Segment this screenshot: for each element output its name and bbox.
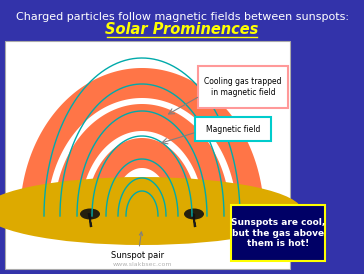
Text: www.slakbsec.com: www.slakbsec.com bbox=[112, 261, 172, 267]
FancyBboxPatch shape bbox=[5, 41, 290, 269]
Text: Sunspots are cool,
but the gas above
them is hot!: Sunspots are cool, but the gas above the… bbox=[231, 218, 325, 248]
Text: Cooling gas trapped
in magnetic field: Cooling gas trapped in magnetic field bbox=[204, 77, 282, 97]
Ellipse shape bbox=[184, 209, 204, 219]
Polygon shape bbox=[112, 168, 172, 216]
Text: Solar Prominences: Solar Prominences bbox=[105, 22, 259, 38]
Polygon shape bbox=[47, 98, 237, 216]
FancyBboxPatch shape bbox=[195, 117, 271, 141]
Polygon shape bbox=[86, 138, 198, 216]
Polygon shape bbox=[54, 104, 230, 216]
Polygon shape bbox=[20, 68, 264, 216]
Polygon shape bbox=[80, 131, 204, 216]
Text: Sunspot pair: Sunspot pair bbox=[111, 232, 165, 261]
Text: Magnetic field: Magnetic field bbox=[206, 124, 260, 133]
FancyBboxPatch shape bbox=[198, 66, 288, 108]
FancyBboxPatch shape bbox=[231, 205, 325, 261]
Ellipse shape bbox=[80, 209, 100, 219]
Ellipse shape bbox=[0, 177, 302, 245]
Text: Charged particles follow magnetic fields between sunspots:: Charged particles follow magnetic fields… bbox=[16, 12, 348, 22]
